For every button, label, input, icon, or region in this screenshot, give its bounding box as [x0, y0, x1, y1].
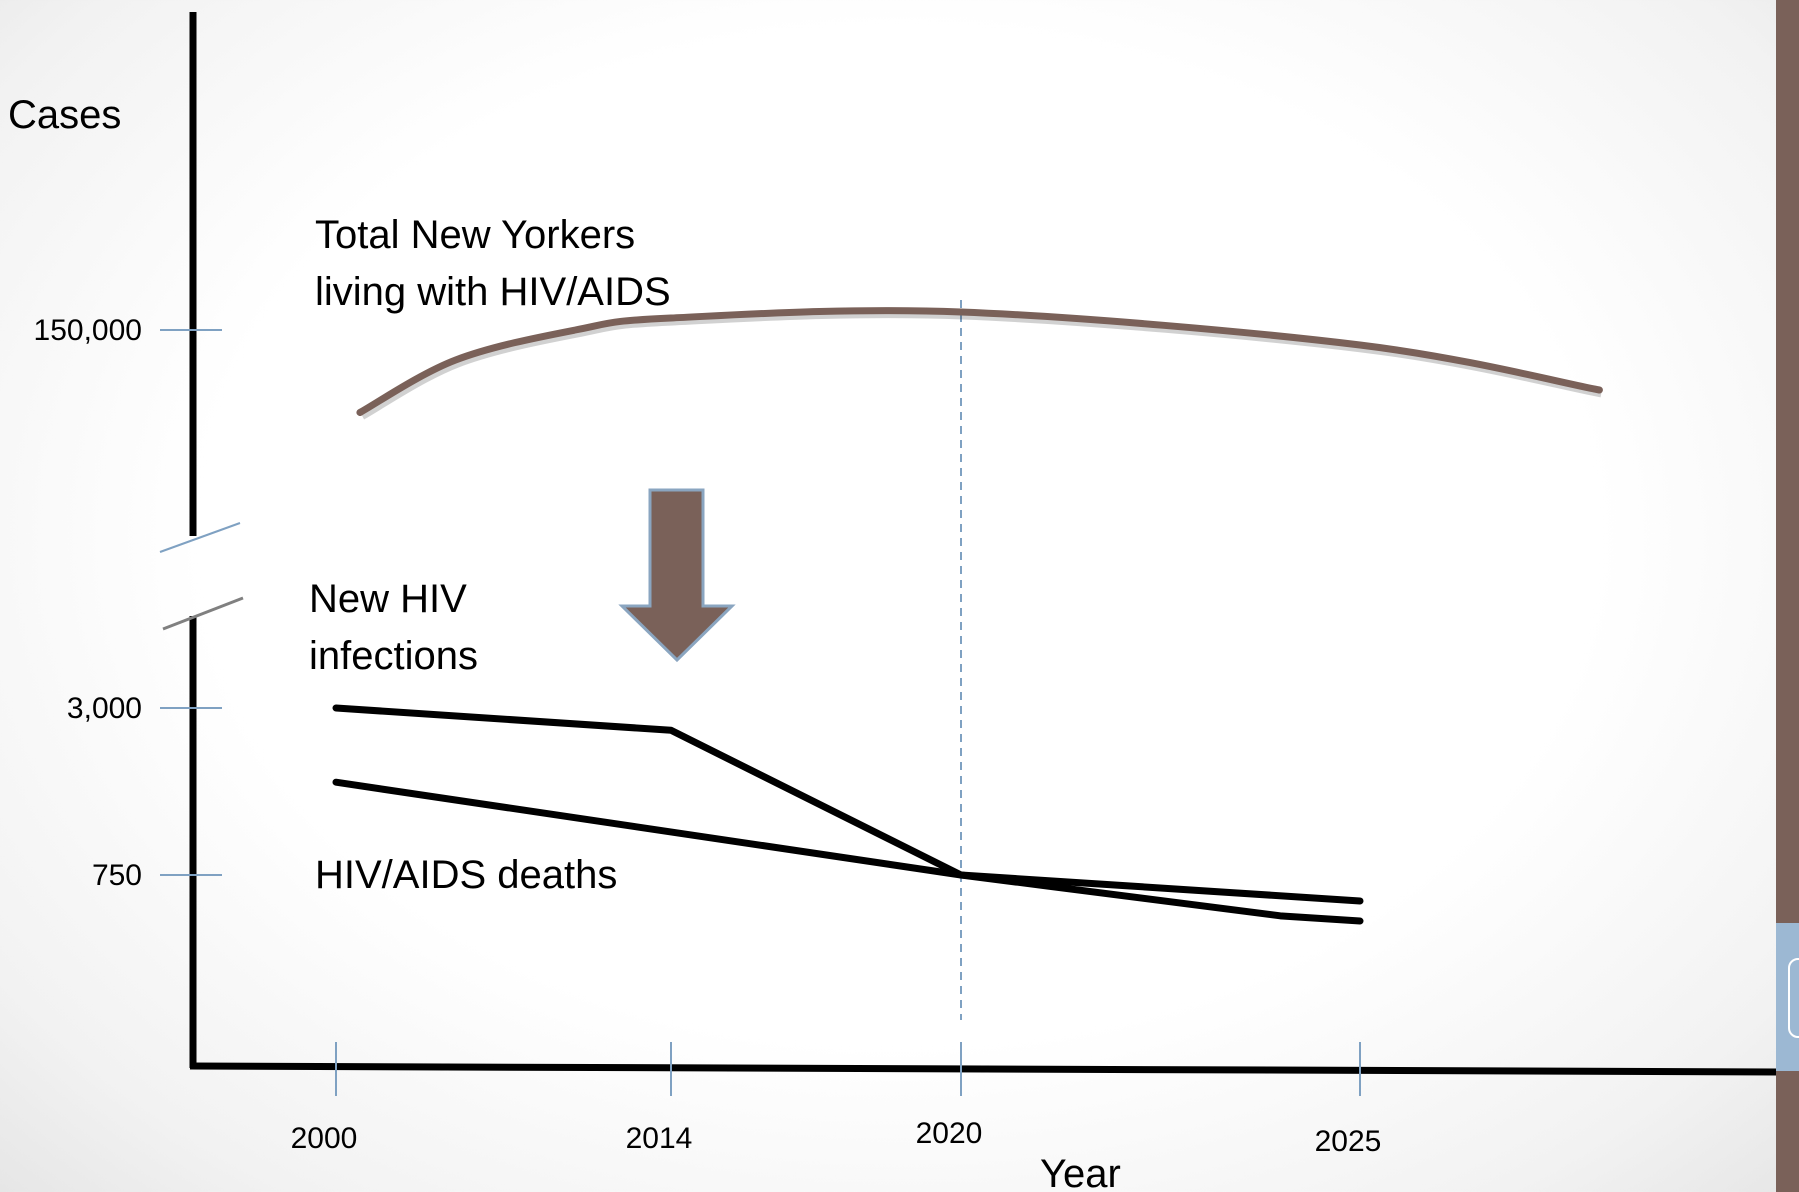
x-tick-label: 2020	[916, 1117, 983, 1150]
sidebar-tab-icon	[1788, 958, 1799, 1038]
x-tick-label: 2025	[1315, 1125, 1382, 1158]
series-line-3	[332, 778, 1364, 905]
label-new-line2: infections	[309, 634, 478, 678]
y-tick-label: 3,000	[67, 692, 142, 725]
slide-sidebar	[1776, 0, 1799, 1192]
axis-break-mark-upper	[159, 522, 241, 553]
y-tick-label: 150,000	[34, 314, 142, 347]
axis-break-mark-lower	[162, 596, 244, 631]
x-tick-label: 2000	[291, 1122, 358, 1155]
label-total-line1: Total New Yorkers	[315, 213, 635, 257]
label-deaths: HIV/AIDS deaths	[315, 853, 617, 897]
y-ticks: 150,000 3,000 750	[34, 314, 222, 892]
series-line-1	[356, 307, 1603, 416]
series-shadow	[359, 309, 1603, 420]
x-tick-label: 2014	[626, 1122, 693, 1155]
label-new-line1: New HIV	[309, 577, 467, 621]
label-total-line2: living with HIV/AIDS	[315, 270, 671, 314]
y-tick-label: 750	[92, 859, 142, 892]
downward-arrow	[618, 488, 736, 663]
series-group	[332, 307, 1603, 925]
x-axis-title: Year	[1040, 1152, 1121, 1192]
x-axis	[189, 1062, 1776, 1076]
x-ticks: 2000 2014 2020 2025	[291, 1042, 1382, 1158]
y-axis-title: Cases	[8, 93, 121, 137]
